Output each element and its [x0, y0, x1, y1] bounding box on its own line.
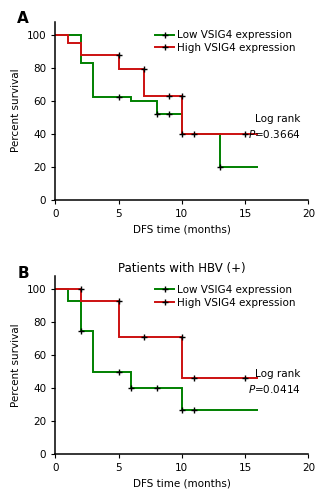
X-axis label: DFS time (months): DFS time (months) [133, 479, 231, 489]
Text: B: B [17, 266, 29, 280]
Text: A: A [17, 11, 29, 26]
Legend: Low VSIG4 expression, High VSIG4 expression: Low VSIG4 expression, High VSIG4 express… [155, 30, 296, 53]
Text: $\it{P}$=0.3664: $\it{P}$=0.3664 [248, 128, 301, 140]
Text: Log rank: Log rank [255, 369, 301, 379]
Title: Patients with HBV (+): Patients with HBV (+) [118, 262, 245, 275]
Legend: Low VSIG4 expression, High VSIG4 expression: Low VSIG4 expression, High VSIG4 express… [155, 285, 296, 308]
X-axis label: DFS time (months): DFS time (months) [133, 224, 231, 234]
Text: Log rank: Log rank [255, 114, 301, 124]
Y-axis label: Percent survival: Percent survival [11, 69, 21, 152]
Y-axis label: Percent survival: Percent survival [11, 324, 21, 407]
Text: $\it{P}$=0.0414: $\it{P}$=0.0414 [248, 383, 301, 395]
